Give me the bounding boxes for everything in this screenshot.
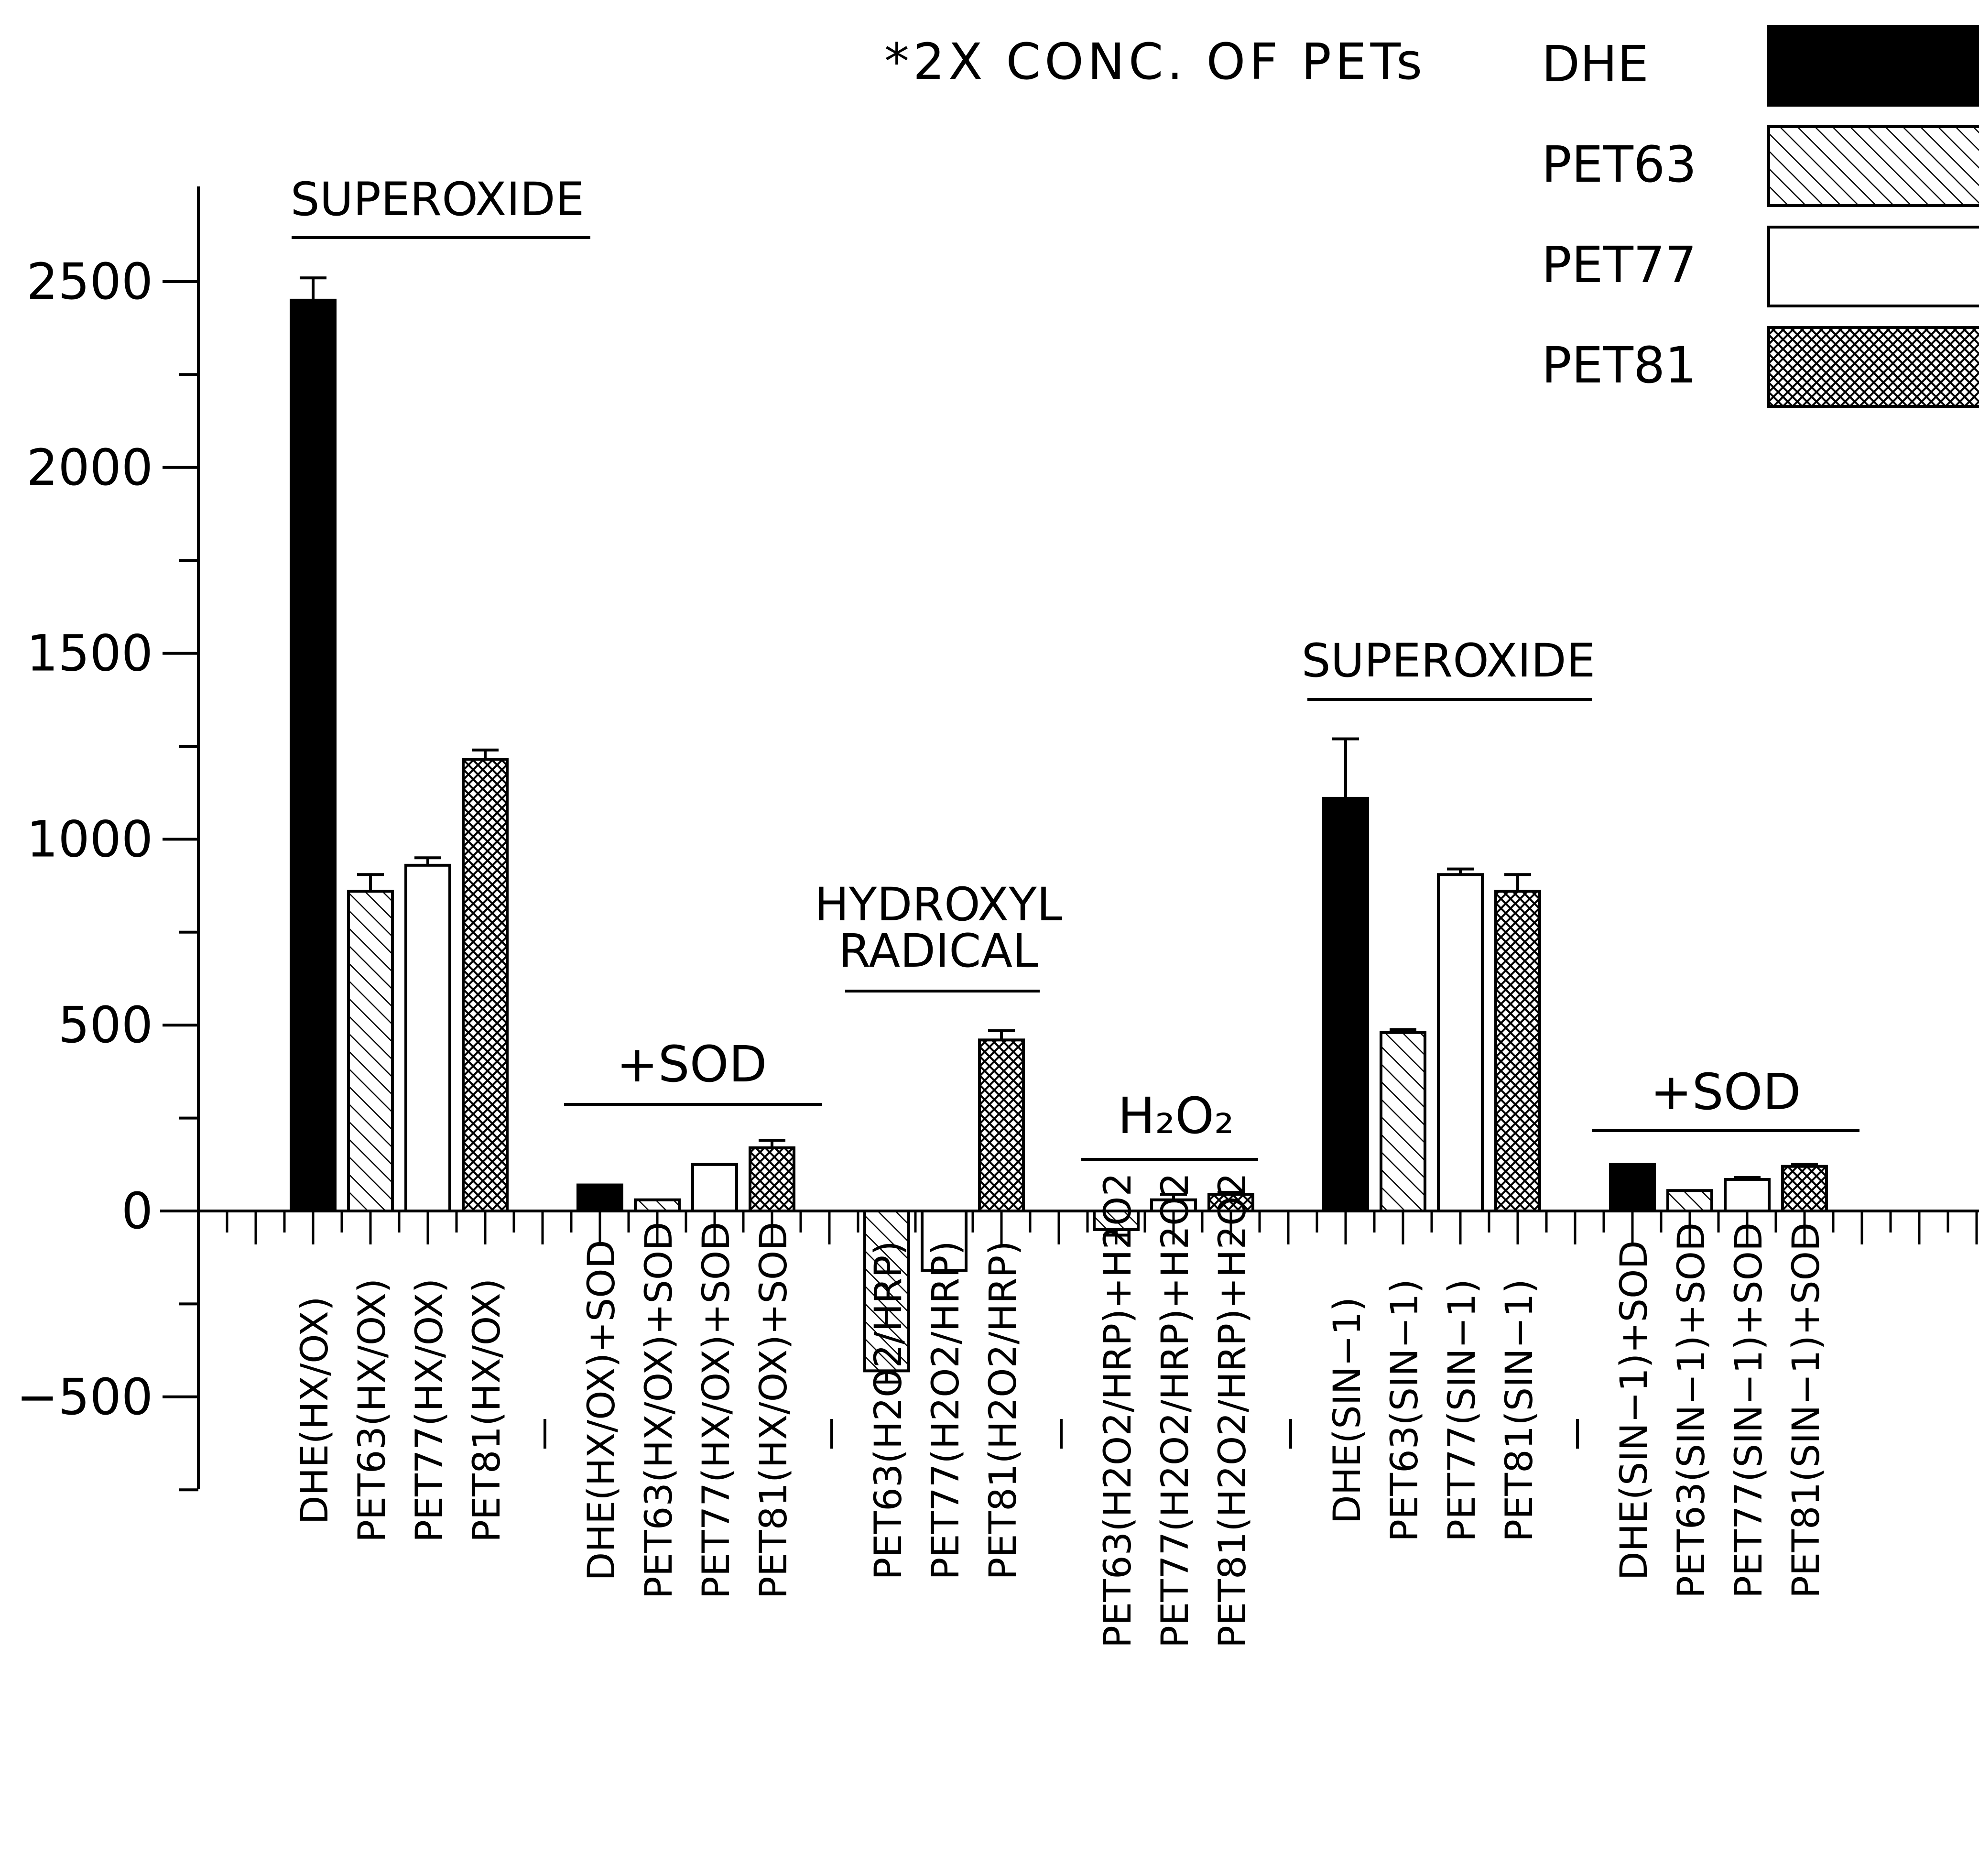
bar-pet81 xyxy=(978,1038,1025,1212)
y-axis-ticks: −500 0 500 1000 1500 2000 2500 xyxy=(16,252,198,1492)
bar-pet81 xyxy=(1781,1165,1828,1212)
legend-label-dhe: DHE xyxy=(1542,35,1649,93)
y-tick-label: −500 xyxy=(16,1368,153,1426)
legend-swatch-pet77 xyxy=(1767,226,1979,307)
bar-pet81 xyxy=(749,1146,795,1213)
bar-pet77 xyxy=(921,1210,968,1272)
x-category-label: PET63(H2O2/HRP)+H2O2 xyxy=(1097,1173,1140,1648)
bar-dhe xyxy=(1609,1163,1656,1213)
footnote-text: *2X CONC. OF PETs xyxy=(884,33,1426,91)
legend-label-pet81: PET81 xyxy=(1542,336,1696,394)
bar-pet81 xyxy=(462,758,509,1212)
x-category-label: DHE(SIN−1)+SOD xyxy=(1613,1240,1656,1580)
x-category-label: PET81(SIN−1)+SOD xyxy=(1785,1222,1828,1598)
bar-pet81 xyxy=(1207,1193,1254,1213)
x-axis-ticks xyxy=(226,1211,1978,1244)
legend-label-pet63: PET63 xyxy=(1542,135,1696,194)
x-category-label: DHE(HX/OX)+SOD xyxy=(580,1240,623,1581)
annotation-hydroxyl: HYDROXYL xyxy=(815,878,1063,931)
x-category-label: PET63(HX/OX)+SOD xyxy=(638,1222,681,1599)
bar-dhe xyxy=(290,298,337,1212)
x-category-label: PET81(SIN−1) xyxy=(1498,1279,1541,1542)
bar-pet77 xyxy=(1437,873,1484,1212)
x-category-label: PET77(SIN−1)+SOD xyxy=(1728,1222,1771,1598)
y-tick-label: 500 xyxy=(58,996,153,1054)
group-annotations: SUPEROXIDE +SOD HYDROXYL RADICAL H₂O₂ SU… xyxy=(291,173,1859,1161)
x-category-label: PET63(H2O2/HRP) xyxy=(867,1241,910,1580)
x-category-label: PET81(HX/OX)+SOD xyxy=(752,1222,795,1599)
bar-pet77 xyxy=(691,1163,738,1213)
bar-pet63 xyxy=(1666,1189,1713,1212)
legend-swatch-pet63 xyxy=(1767,125,1979,207)
x-category-label: PET63(HX/OX) xyxy=(351,1278,394,1542)
bar-pet63 xyxy=(1380,1031,1426,1212)
legend-swatch-dhe xyxy=(1767,25,1979,107)
bar-pet63 xyxy=(634,1198,681,1213)
y-tick-label: 2000 xyxy=(26,438,153,497)
x-category-label: PET63(SIN−1)+SOD xyxy=(1670,1222,1713,1598)
x-category-label: PET81(H2O2/HRP)+H2O2 xyxy=(1211,1173,1254,1648)
x-category-label: DHE(SIN−1) xyxy=(1326,1297,1369,1524)
y-tick-label: 0 xyxy=(121,1182,153,1240)
annotation-superoxide-2: SUPEROXIDE xyxy=(1302,634,1596,687)
bar-pet63 xyxy=(347,890,394,1213)
annotation-sod-2: +SOD xyxy=(1650,1063,1801,1121)
x-category-label: PET77(SIN−1) xyxy=(1441,1279,1484,1542)
x-category-label: PET77(H2O2/HRP)+H2O2 xyxy=(1154,1173,1197,1648)
group-separators xyxy=(544,1419,1579,1449)
annotation-radical: RADICAL xyxy=(839,924,1038,978)
x-category-label: DHE(HX/OX) xyxy=(294,1296,337,1524)
legend-label-pet77: PET77 xyxy=(1542,236,1696,294)
x-category-label: PET77(HX/OX) xyxy=(408,1278,451,1542)
annotation-superoxide-1: SUPEROXIDE xyxy=(291,173,585,226)
x-category-label: PET81(H2O2/HRP) xyxy=(982,1241,1025,1580)
x-category-label: PET63(SIN−1) xyxy=(1383,1279,1426,1542)
x-category-labels: DHE(HX/OX) PET63(HX/OX) PET77(HX/OX) PET81(… xyxy=(294,1173,1828,1648)
x-category-label: PET81(HX/OX) xyxy=(466,1278,509,1542)
bar-dhe xyxy=(1322,796,1369,1212)
bar-pet77 xyxy=(1724,1178,1771,1213)
y-tick-label: 1500 xyxy=(26,624,153,683)
x-category-label: PET77(H2O2/HRP) xyxy=(924,1241,968,1580)
bar-pet81 xyxy=(1494,890,1541,1213)
bar-series xyxy=(290,276,1828,1384)
bar-dhe xyxy=(576,1183,623,1213)
y-tick-label: 2500 xyxy=(26,252,153,311)
y-tick-label: 1000 xyxy=(26,810,153,868)
annotation-sod-1: +SOD xyxy=(616,1035,767,1093)
bar-pet77 xyxy=(404,863,451,1213)
bar-pet63 xyxy=(863,1210,910,1373)
legend-swatch-pet81 xyxy=(1767,326,1979,408)
x-category-label: PET77(HX/OX)+SOD xyxy=(695,1222,738,1599)
annotation-h2o2: H₂O₂ xyxy=(1118,1087,1234,1145)
legend: DHE PET63 PET77 PET81 xyxy=(1542,25,1979,408)
